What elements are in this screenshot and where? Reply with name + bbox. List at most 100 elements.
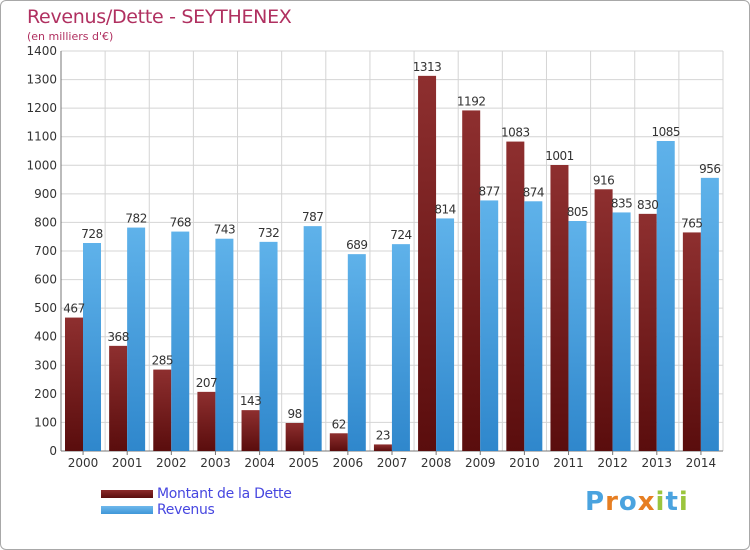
data-label-debt: 467: [63, 302, 84, 316]
bar-debt: [462, 110, 481, 451]
x-tick-label: 2009: [465, 456, 496, 470]
x-tick-label: 2000: [68, 456, 99, 470]
y-tick-label: 100: [34, 415, 57, 429]
bar-revenue: [480, 200, 499, 451]
data-label-revenue: 956: [699, 162, 720, 176]
bar-revenue: [612, 212, 631, 451]
x-tick-label: 2006: [333, 456, 364, 470]
bar-revenue: [127, 227, 146, 451]
data-label-debt: 1192: [457, 94, 486, 108]
data-label-revenue: 805: [567, 205, 588, 219]
logo-letter: i: [678, 487, 689, 517]
bar-debt: [153, 369, 172, 451]
bar-debt: [241, 410, 260, 451]
legend-label-revenue: Revenus: [157, 502, 215, 518]
x-tick-label: 2013: [642, 456, 673, 470]
data-label-debt: 143: [240, 394, 261, 408]
bar-revenue: [83, 243, 101, 451]
x-tick-label: 2014: [686, 456, 717, 470]
data-label-revenue: 835: [611, 196, 632, 210]
x-tick-label: 2010: [509, 456, 540, 470]
y-tick-label: 800: [34, 215, 57, 229]
y-tick-label: 900: [34, 187, 57, 201]
logo-letter: t: [665, 487, 679, 517]
data-label-debt: 207: [196, 376, 217, 390]
bars: [65, 75, 719, 452]
y-tick-label: 0: [49, 444, 57, 458]
bar-debt: [329, 433, 348, 451]
data-label-debt: 765: [681, 216, 702, 230]
bar-debt: [682, 232, 701, 451]
x-tick-label: 2005: [288, 456, 319, 470]
proxiti-logo: Proxiti: [585, 487, 689, 517]
bar-debt: [197, 391, 216, 451]
y-tick-label: 700: [34, 244, 57, 258]
x-tick-label: 2002: [156, 456, 187, 470]
bar-debt: [109, 345, 128, 451]
y-tick-label: 1200: [26, 101, 57, 115]
y-tick-label: 300: [34, 358, 57, 372]
bar-revenue: [171, 231, 190, 451]
data-label-debt: 1313: [413, 60, 442, 74]
data-label-revenue: 1085: [651, 125, 680, 139]
bar-revenue: [524, 201, 543, 451]
bar-debt: [373, 444, 392, 451]
x-tick-label: 2011: [553, 456, 584, 470]
legend-swatch-debt: [101, 490, 153, 498]
bar-revenue: [215, 238, 234, 451]
bar-debt: [594, 189, 613, 452]
y-tick-label: 1400: [26, 44, 57, 58]
x-tick-label: 2001: [112, 456, 143, 470]
data-label-debt: 62: [332, 417, 346, 431]
data-label-debt: 98: [288, 407, 302, 421]
bar-revenue: [347, 254, 366, 451]
y-tick-label: 600: [34, 273, 57, 287]
x-tick-label: 2004: [244, 456, 275, 470]
y-tick-label: 1300: [26, 73, 57, 87]
legend-swatch-revenue: [101, 506, 153, 514]
logo-letter: x: [637, 487, 656, 517]
y-tick-label: 1000: [26, 158, 57, 172]
data-label-debt: 368: [107, 330, 128, 344]
data-label-debt: 916: [593, 173, 614, 187]
logo-letter: i: [655, 487, 666, 517]
data-label-revenue: 814: [434, 202, 455, 216]
chart-title: Revenus/Dette - SEYTHENEX: [27, 6, 292, 28]
data-label-debt: 1083: [501, 126, 530, 140]
logo-letter: r: [605, 487, 619, 517]
bar-debt: [285, 423, 304, 451]
data-label-debt: 1001: [545, 149, 574, 163]
x-tick-label: 2003: [200, 456, 231, 470]
data-label-debt: 830: [637, 198, 658, 212]
bar-revenue: [700, 177, 719, 451]
data-label-revenue: 689: [346, 238, 367, 252]
x-tick-label: 2007: [377, 456, 408, 470]
x-tick-label: 2008: [421, 456, 452, 470]
bar-revenue: [568, 221, 587, 451]
data-label-debt: 285: [152, 354, 173, 368]
logo-letter: o: [618, 487, 638, 517]
data-label-revenue: 768: [170, 216, 191, 230]
y-tick-label: 1100: [26, 130, 57, 144]
bar-revenue: [391, 244, 410, 451]
chart-subtitle: (en milliers d'€): [27, 30, 114, 43]
bar-debt: [65, 317, 83, 451]
data-label-revenue: 787: [302, 210, 323, 224]
bar-debt: [638, 213, 657, 451]
y-tick-label: 200: [34, 387, 57, 401]
bar-debt: [418, 75, 437, 451]
data-label-revenue: 724: [390, 228, 411, 242]
data-label-revenue: 732: [258, 226, 279, 240]
legend-label-debt: Montant de la Dette: [157, 486, 292, 502]
logo-letter: P: [585, 487, 606, 517]
data-labels: 467 728 368 782 285 768 207 743 143 732 98 787 62 689…: [63, 60, 721, 443]
data-label-revenue: 874: [523, 185, 544, 199]
bar-debt: [550, 165, 569, 451]
bar-debt: [506, 141, 525, 452]
bar-revenue: [436, 218, 455, 451]
data-label-revenue: 728: [81, 227, 102, 241]
x-tick-label: 2012: [597, 456, 628, 470]
data-label-revenue: 782: [125, 212, 146, 226]
